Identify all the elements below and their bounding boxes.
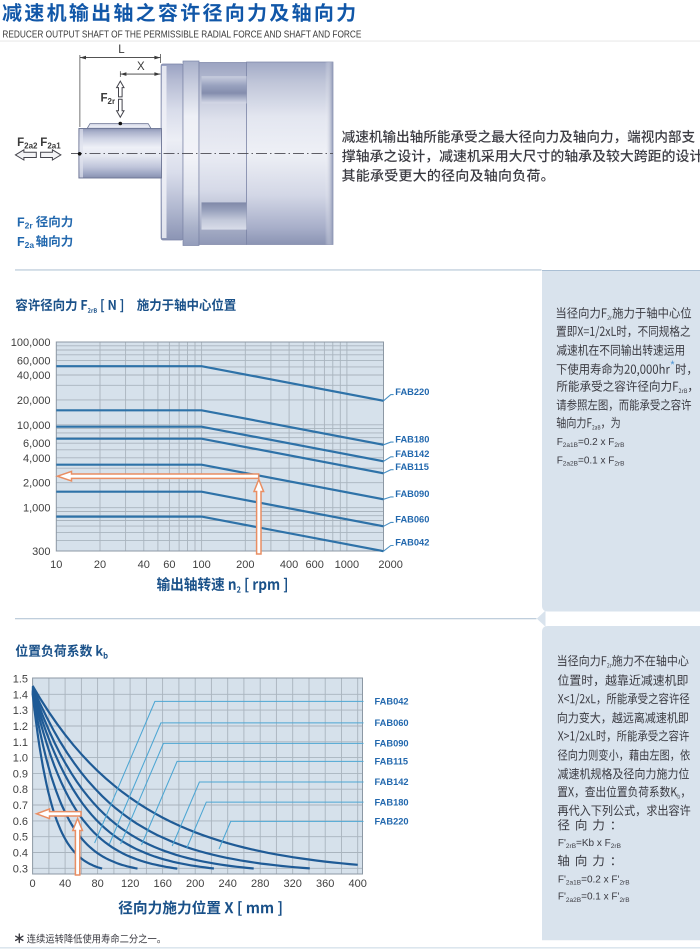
svg-text:FAB090: FAB090	[375, 739, 409, 749]
svg-text:1.0: 1.0	[13, 753, 28, 765]
svg-text:REDUCER OUTPUT SHAFT OF THE PE: REDUCER OUTPUT SHAFT OF THE PERMISSIBLE …	[2, 29, 361, 40]
svg-text:1.1: 1.1	[13, 737, 28, 749]
svg-text:0.9: 0.9	[13, 768, 28, 780]
svg-text:X: X	[137, 61, 145, 73]
svg-text:1.5: 1.5	[13, 674, 28, 686]
svg-text:FAB060: FAB060	[395, 515, 429, 525]
svg-text:4,000: 4,000	[23, 453, 51, 465]
svg-text:100,000: 100,000	[11, 337, 51, 349]
svg-text:400: 400	[349, 878, 367, 890]
svg-text:L: L	[118, 44, 125, 56]
svg-text:1.3: 1.3	[13, 705, 28, 717]
svg-text:40: 40	[59, 878, 71, 890]
svg-text:100: 100	[192, 559, 210, 571]
svg-text:200: 200	[186, 878, 204, 890]
svg-text:F2r: F2r	[101, 93, 116, 107]
svg-text:200: 200	[236, 559, 254, 571]
svg-text:0.4: 0.4	[13, 847, 28, 859]
svg-text:40: 40	[138, 559, 150, 571]
svg-text:FAB220: FAB220	[395, 387, 429, 397]
svg-text:60: 60	[163, 559, 175, 571]
svg-text:FAB142: FAB142	[395, 449, 429, 459]
svg-text:0.8: 0.8	[13, 784, 28, 796]
svg-text:80: 80	[91, 878, 103, 890]
svg-text:240: 240	[218, 878, 236, 890]
svg-text:FAB180: FAB180	[375, 797, 409, 807]
svg-text:1,000: 1,000	[23, 503, 51, 515]
svg-text:FAB042: FAB042	[375, 697, 409, 707]
svg-text:300: 300	[32, 546, 50, 558]
svg-text:F2r: F2r	[17, 215, 33, 230]
svg-text:FAB180: FAB180	[395, 434, 429, 444]
svg-text:FAB115: FAB115	[375, 757, 409, 767]
svg-text:6,000: 6,000	[23, 438, 51, 450]
svg-text:0.6: 0.6	[13, 816, 28, 828]
svg-text:1000: 1000	[335, 559, 359, 571]
svg-text:40,000: 40,000	[17, 370, 51, 382]
svg-text:280: 280	[251, 878, 269, 890]
svg-text:FAB220: FAB220	[375, 817, 409, 827]
svg-text:F2a1: F2a1	[40, 137, 61, 151]
svg-text:1.2: 1.2	[13, 721, 28, 733]
svg-text:FAB060: FAB060	[375, 718, 409, 728]
svg-text:0.7: 0.7	[13, 800, 28, 812]
svg-text:10: 10	[50, 559, 62, 571]
svg-text:160: 160	[153, 878, 171, 890]
svg-text:F2a2: F2a2	[17, 137, 38, 151]
svg-text:60,000: 60,000	[17, 355, 51, 367]
svg-text:2,000: 2,000	[23, 478, 51, 490]
svg-text:120: 120	[121, 878, 139, 890]
svg-text:20: 20	[94, 559, 106, 571]
svg-text:0.3: 0.3	[13, 863, 28, 875]
svg-text:320: 320	[284, 878, 302, 890]
svg-text:FAB090: FAB090	[395, 489, 429, 499]
svg-text:0.5: 0.5	[13, 832, 28, 844]
svg-text:20,000: 20,000	[17, 395, 51, 407]
svg-text:10,000: 10,000	[17, 420, 51, 432]
svg-text:FAB115: FAB115	[395, 462, 429, 472]
svg-text:600: 600	[305, 559, 323, 571]
svg-text:400: 400	[280, 559, 298, 571]
svg-text:F2a: F2a	[17, 235, 34, 250]
svg-text:2000: 2000	[378, 559, 402, 571]
svg-text:FAB142: FAB142	[375, 777, 409, 787]
svg-text:0: 0	[30, 878, 36, 890]
svg-text:1.4: 1.4	[13, 689, 28, 701]
svg-text:360: 360	[316, 878, 334, 890]
svg-text:FAB042: FAB042	[395, 538, 429, 548]
